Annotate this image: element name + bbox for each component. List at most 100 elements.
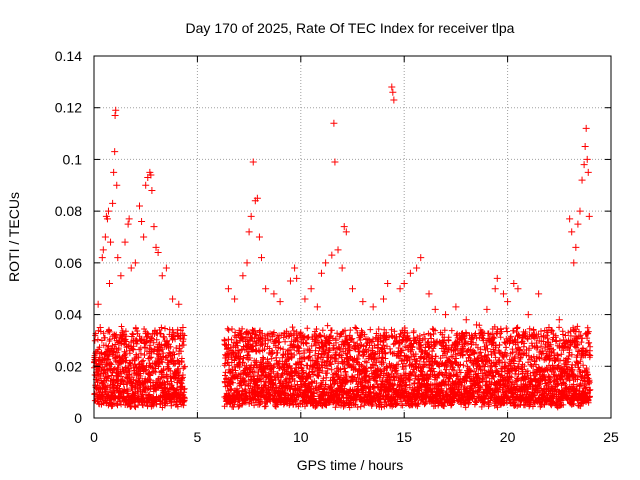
- data-point: [338, 264, 346, 272]
- data-point: [334, 246, 342, 254]
- data-point: [431, 305, 439, 313]
- data-point: [135, 202, 143, 210]
- plot-area: [91, 83, 594, 411]
- data-point: [103, 215, 111, 223]
- data-point: [406, 269, 414, 277]
- data-point: [585, 212, 593, 220]
- data-point: [578, 176, 586, 184]
- data-point: [253, 194, 261, 202]
- data-point: [584, 168, 592, 176]
- data-point: [224, 285, 232, 293]
- data-point: [349, 285, 356, 293]
- data-point: [131, 259, 139, 267]
- data-point: [566, 215, 574, 223]
- data-point: [140, 233, 148, 241]
- y-tick-label: 0.12: [55, 100, 82, 116]
- data-point: [99, 246, 107, 254]
- data-point: [106, 280, 114, 288]
- data-point: [313, 303, 321, 311]
- data-point: [121, 238, 129, 246]
- data-point: [113, 181, 121, 189]
- data-point: [169, 295, 177, 303]
- data-point: [239, 272, 247, 280]
- data-point: [162, 264, 170, 272]
- data-point: [452, 303, 460, 311]
- data-point: [107, 238, 115, 246]
- data-point: [328, 251, 336, 259]
- data-point: [342, 228, 350, 236]
- data-point: [179, 324, 187, 331]
- data-point: [581, 143, 589, 150]
- data-point: [138, 217, 146, 225]
- data-point: [396, 285, 404, 293]
- data-point: [111, 111, 119, 119]
- data-point: [322, 259, 330, 267]
- data-point: [340, 223, 348, 231]
- plot-frame: [93, 55, 612, 419]
- data-point: [510, 280, 518, 288]
- data-point: [483, 305, 491, 313]
- data-point: [545, 324, 553, 331]
- data-point: [493, 274, 501, 282]
- data-point: [114, 254, 122, 262]
- data-point: [389, 88, 397, 96]
- data-point: [317, 269, 325, 277]
- y-tick-label: 0.1: [63, 151, 83, 167]
- data-point: [152, 243, 160, 251]
- data-point: [359, 298, 367, 306]
- data-point: [576, 207, 584, 215]
- data-point: [491, 285, 499, 293]
- data-point: [583, 155, 591, 163]
- x-tick-label: 25: [603, 429, 619, 445]
- data-point: [301, 295, 309, 303]
- x-axis-ticks: 0 5 10 15 20 25: [90, 56, 619, 445]
- data-point: [380, 295, 388, 303]
- data-point: [384, 280, 392, 288]
- data-point: [514, 285, 522, 293]
- y-axis-ticks: 0 0.02 0.04 0.06 0.08 0.1 0.12 0.14: [55, 48, 611, 426]
- y-tick-label: 0.02: [55, 358, 82, 374]
- data-point: [124, 220, 132, 228]
- data-point: [94, 300, 102, 308]
- data-point: [117, 272, 125, 280]
- x-tick-label: 15: [396, 429, 412, 445]
- data-point: [286, 277, 294, 285]
- data-point: [111, 148, 119, 156]
- data-point: [148, 186, 156, 194]
- data-point: [582, 124, 590, 132]
- data-point: [574, 220, 582, 228]
- data-point: [293, 274, 301, 282]
- data-point: [572, 243, 580, 251]
- data-point: [413, 264, 421, 272]
- chart-title: Day 170 of 2025, Rate Of TEC Index for r…: [186, 20, 515, 36]
- grid-lines: [94, 56, 611, 418]
- data-point: [109, 199, 117, 207]
- data-point: [499, 290, 507, 298]
- data-point: [400, 280, 408, 288]
- data-point: [125, 215, 133, 223]
- data-point: [425, 290, 433, 298]
- data-point: [535, 290, 543, 298]
- data-point: [247, 212, 255, 220]
- data-point: [142, 181, 150, 189]
- data-point: [417, 254, 425, 262]
- y-tick-label: 0.08: [55, 203, 82, 219]
- data-point: [255, 233, 263, 241]
- dense-data-band: [91, 322, 594, 411]
- data-point: [330, 119, 338, 127]
- data-point: [442, 311, 450, 319]
- data-point: [110, 168, 118, 176]
- x-tick-label: 20: [500, 429, 516, 445]
- data-point: [473, 321, 481, 329]
- data-point: [462, 316, 470, 324]
- data-point: [270, 290, 278, 298]
- y-tick-label: 0: [74, 410, 82, 426]
- data-point: [158, 272, 166, 280]
- data-point: [150, 223, 158, 231]
- data-point: [258, 254, 266, 262]
- data-point: [96, 324, 104, 331]
- data-point: [98, 254, 106, 262]
- data-point: [388, 83, 396, 91]
- y-tick-label: 0.06: [55, 255, 82, 271]
